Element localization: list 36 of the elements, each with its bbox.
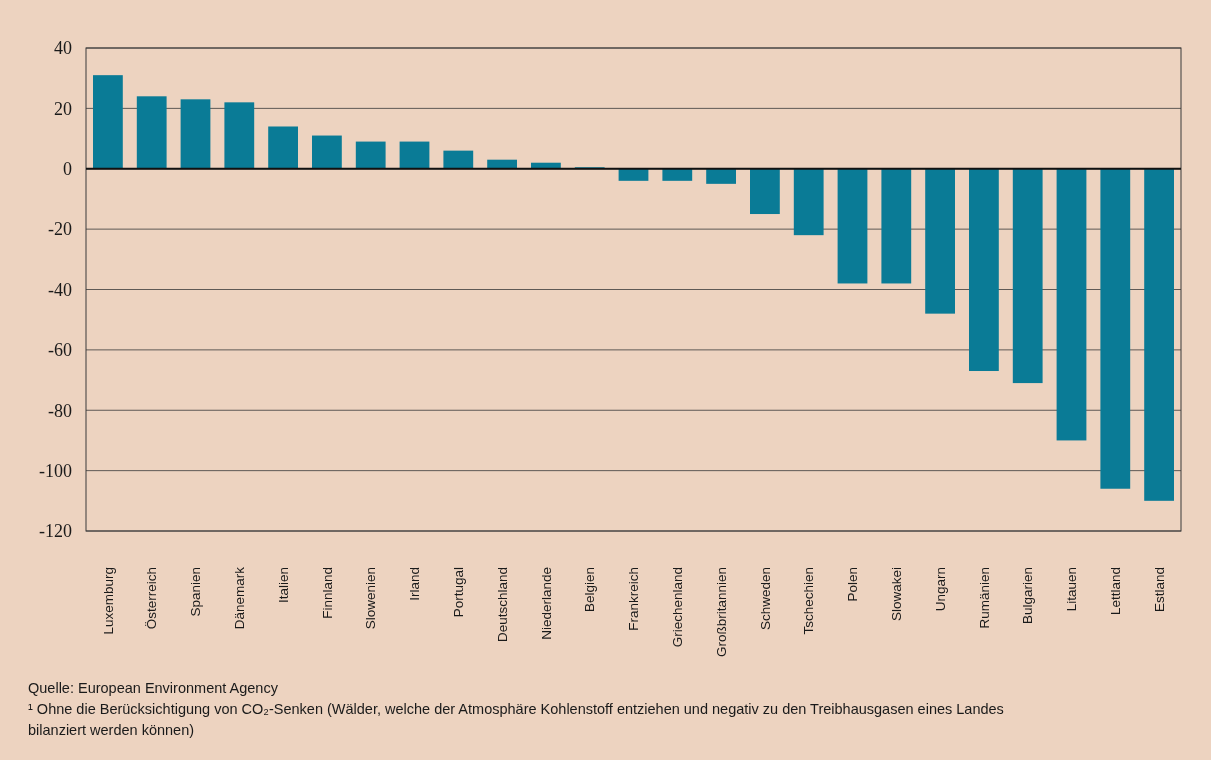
x-tick-label: Irland (407, 567, 423, 601)
x-tick-label: Slowenien (363, 567, 379, 630)
x-tick-label: Spanien (188, 567, 204, 617)
x-tick-label: Deutschland (494, 567, 510, 643)
x-tick-label: Rumänien (976, 567, 992, 629)
x-tick-label: Italien (275, 567, 291, 604)
x-tick-label: Niederlande (538, 567, 554, 640)
x-tick-label: Belgien (582, 567, 598, 613)
x-tick-label: Portugal (451, 567, 467, 618)
x-tick-label: Slowakei (889, 567, 905, 622)
x-tick-label: Ungarn (932, 567, 948, 612)
x-tick-label: Estland (1151, 567, 1167, 613)
x-tick-label: Griechenland (670, 567, 686, 648)
y-tick-label: 40 (54, 38, 72, 59)
x-tick-label: Österreich (144, 567, 160, 630)
text: ¹ Ohne die Berücksichtigung von CO₂-Senken (Wälder, welche der Atmosphäre Kohlenstoff entziehen und negativ zu den Treibhausgasen eines Landes bilanziert werden können) (28, 701, 1004, 738)
y-tick-label: -80 (48, 400, 72, 421)
y-tick-label: -20 (48, 219, 72, 240)
x-tick-label: Tschechien (801, 567, 817, 635)
x-tick-label: Großbritannien (713, 567, 729, 658)
x-tick-label: Polen (845, 567, 861, 602)
x-tick-label: Frankreich (626, 567, 642, 631)
y-tick-label: 0 (63, 159, 72, 180)
x-tick-label: Lettland (1108, 567, 1124, 616)
x-tick-label: Schweden (757, 567, 773, 631)
x-tick-label: Dänemark (232, 566, 248, 630)
source-note: Quelle: European Environment Agency (28, 680, 279, 696)
y-tick-label: -100 (39, 460, 72, 481)
x-tick-label: Bulgarien (1020, 567, 1036, 625)
y-tick-label: -40 (48, 279, 72, 300)
y-tick-label: 20 (54, 98, 72, 119)
x-tick-label: Luxemburg (100, 567, 116, 635)
x-tick-label: Finnland (319, 567, 335, 619)
y-tick-label: -120 (39, 521, 72, 542)
x-tick-label: Litauen (1064, 567, 1080, 612)
y-tick-label: -60 (48, 340, 72, 361)
